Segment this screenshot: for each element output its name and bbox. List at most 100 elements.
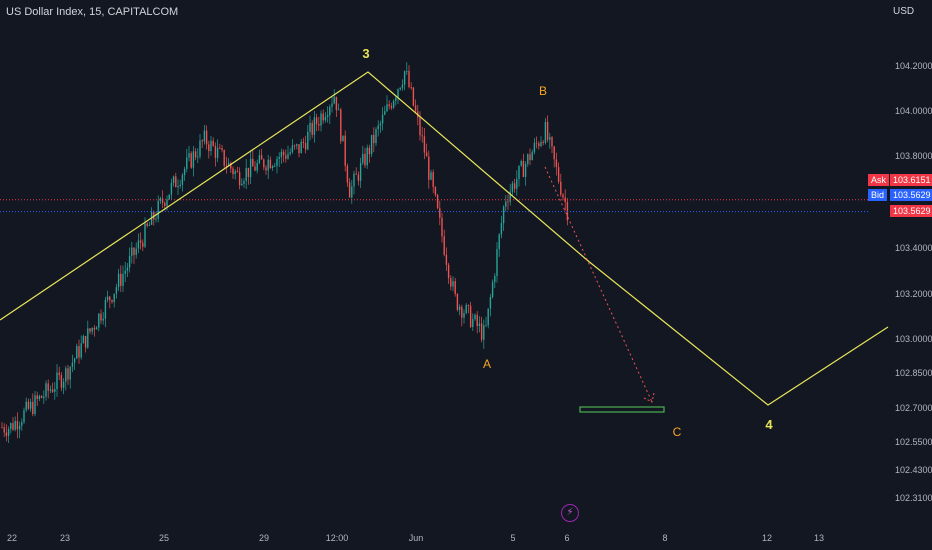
candle-body	[179, 184, 181, 186]
candle-body	[263, 159, 265, 168]
candle-body	[478, 323, 481, 327]
candle-body	[98, 313, 100, 328]
candle-body	[551, 137, 553, 147]
candle-body	[230, 162, 232, 169]
candle-body	[533, 142, 536, 153]
candle-body	[423, 136, 426, 153]
elliott-wave-line[interactable]	[0, 71, 889, 406]
candle-body	[252, 158, 254, 167]
candle-body	[18, 425, 21, 430]
candle-body	[527, 154, 529, 164]
candle-body	[146, 223, 148, 226]
candle-body	[62, 381, 65, 388]
candle-body	[87, 328, 89, 348]
candle-body	[14, 420, 16, 430]
candle-body	[318, 124, 320, 126]
price-tick-label: 104.0000	[895, 106, 932, 116]
candle-body	[293, 145, 296, 147]
candle-body	[166, 199, 168, 206]
candle-body	[69, 366, 71, 380]
candle-body	[436, 194, 439, 209]
candle-body	[38, 395, 41, 400]
candle-body	[126, 267, 129, 271]
candle-body	[170, 182, 173, 195]
candle-body	[450, 278, 452, 287]
candle-body	[203, 130, 206, 142]
candle-body	[168, 194, 170, 200]
candle-body	[155, 218, 157, 220]
candle-body	[291, 145, 294, 153]
wave-label-b: B	[539, 84, 547, 98]
candle-body	[67, 368, 69, 380]
candle-body	[315, 117, 318, 125]
candle-body	[498, 234, 500, 250]
time-tick-label: 22	[7, 533, 17, 543]
candle-body	[474, 314, 476, 320]
candle-body	[219, 147, 221, 149]
time-tick-label: 6	[564, 533, 569, 543]
candle-body	[489, 297, 492, 309]
candle-body	[91, 327, 93, 332]
candle-body	[549, 137, 551, 140]
candle-body	[289, 152, 291, 154]
currency-label[interactable]: USD	[893, 6, 915, 17]
price-tick-label: 102.4300	[895, 465, 932, 475]
time-tick-label: 13	[814, 533, 824, 543]
candle-body	[225, 165, 228, 167]
candle-body	[10, 423, 12, 429]
candle-body	[212, 140, 214, 146]
projection-arrow[interactable]	[544, 166, 653, 403]
candle-body	[133, 247, 135, 255]
bid-price-tag: 103.5629	[890, 189, 932, 201]
lightning-icon[interactable]: ⚡	[561, 504, 579, 522]
candle-body	[375, 129, 377, 144]
candle-body	[269, 159, 272, 169]
time-tick-label: 12	[762, 533, 772, 543]
candle-body	[205, 130, 208, 145]
bid-label: Bid	[868, 189, 888, 201]
candle-body	[406, 70, 408, 72]
candle-body	[333, 96, 335, 104]
candle-body	[199, 140, 201, 157]
candle-body	[117, 273, 120, 288]
candle-body	[496, 249, 498, 276]
target-zone[interactable]	[579, 406, 665, 413]
candle-body	[535, 142, 538, 144]
candle-body	[65, 368, 67, 382]
candle-body	[177, 185, 179, 188]
candle-body	[368, 147, 371, 155]
candle-body	[353, 173, 355, 187]
candle-body	[278, 157, 280, 159]
candle-body	[461, 306, 463, 318]
candle-body	[93, 327, 96, 330]
candle-body	[351, 186, 353, 198]
candle-body	[553, 146, 555, 160]
candle-body	[183, 168, 186, 176]
candle-body	[36, 395, 38, 400]
candle-body	[271, 166, 274, 169]
candle-body	[7, 428, 10, 436]
candle-body	[241, 183, 243, 186]
candle-body	[194, 151, 197, 158]
candle-body	[430, 172, 432, 180]
candle-body	[304, 143, 307, 150]
candle-body	[560, 181, 562, 195]
candle-body	[29, 401, 32, 409]
candle-body	[102, 318, 104, 321]
candle-body	[355, 173, 357, 175]
candle-body	[280, 151, 283, 158]
candle-body	[441, 217, 443, 237]
candle-body	[245, 167, 247, 182]
time-axis[interactable]: 22 23 25 29 12:00 Jun 5 6 8 12 13	[7, 533, 824, 543]
candle-body	[258, 155, 261, 163]
price-axis[interactable]: 104.2000 104.0000 103.8000 103.4000 103.2000…	[895, 61, 932, 503]
candle-body	[3, 427, 5, 433]
candle-body	[443, 236, 445, 255]
candle-body	[60, 375, 63, 388]
wave-label-a: A	[483, 357, 491, 371]
candle-body	[513, 183, 516, 189]
candle-body	[216, 147, 219, 159]
candle-body	[27, 401, 30, 409]
candle-body	[100, 313, 102, 321]
